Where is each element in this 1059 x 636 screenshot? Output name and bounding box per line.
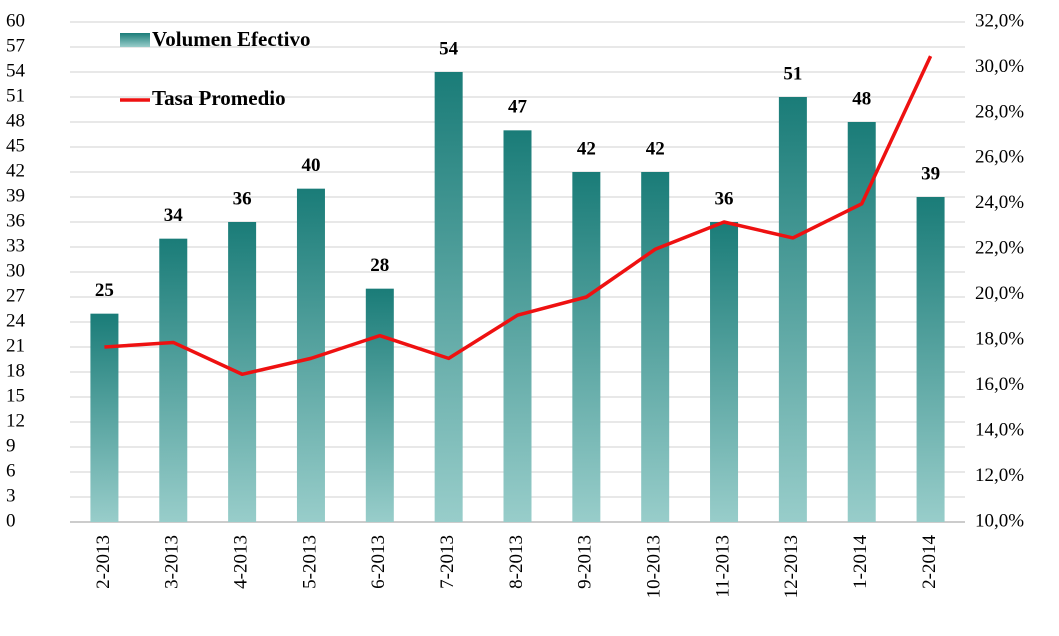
data-label: 51 <box>783 63 802 84</box>
x-tick-label: 8-2013 <box>506 535 527 589</box>
line <box>104 55 933 377</box>
x-tick-label: 9-2013 <box>575 535 596 589</box>
y-tick-label: 21 <box>6 335 25 356</box>
y-tick-label: 3 <box>6 485 16 506</box>
x-tick-label: 4-2013 <box>230 535 251 589</box>
x-tick-label: 1-2014 <box>850 535 871 589</box>
y-tick-label: 27 <box>6 285 25 306</box>
legend-swatch <box>120 33 150 47</box>
bar <box>90 313 119 522</box>
bar <box>503 130 532 523</box>
data-label: 40 <box>301 155 320 176</box>
y2-tick-label: 14,0% <box>975 419 1024 440</box>
legend-label: Tasa Promedio <box>152 86 286 110</box>
data-label: 36 <box>233 188 252 209</box>
y-tick-label: 39 <box>6 185 25 206</box>
bar <box>916 197 945 522</box>
y-tick-label: 15 <box>6 385 25 406</box>
bar <box>778 97 807 522</box>
y2-tick-label: 18,0% <box>975 329 1024 350</box>
y-tick-label: 6 <box>6 460 16 481</box>
y-tick-label: 36 <box>6 210 25 231</box>
y-tick-label: 33 <box>6 235 25 256</box>
data-label: 48 <box>852 88 871 109</box>
y2-tick-label: 26,0% <box>975 147 1024 168</box>
y-tick-label: 24 <box>6 310 26 331</box>
bar <box>710 222 739 522</box>
x-tick-label: 3-2013 <box>162 535 183 589</box>
data-label: 42 <box>646 138 665 159</box>
y-tick-label: 57 <box>6 35 25 56</box>
x-tick-label: 10-2013 <box>644 535 665 598</box>
y2-tick-label: 28,0% <box>975 101 1024 122</box>
data-label: 28 <box>370 255 389 276</box>
x-tick-label: 12-2013 <box>781 535 802 598</box>
data-label: 42 <box>577 138 596 159</box>
y-tick-label: 54 <box>6 60 26 81</box>
data-label: 25 <box>95 280 114 301</box>
data-label: 36 <box>715 188 734 209</box>
y-tick-label: 45 <box>6 135 25 156</box>
legend-label: Volumen Efectivo <box>152 27 310 51</box>
y-tick-label: 9 <box>6 435 16 456</box>
x-tick-label: 2-2013 <box>93 535 114 589</box>
bar <box>434 72 463 522</box>
x-tick-label: 7-2013 <box>437 535 458 589</box>
y-tick-label: 18 <box>6 360 25 381</box>
y2-tick-label: 12,0% <box>975 465 1024 486</box>
x-tick-label: 5-2013 <box>299 535 320 589</box>
y-tick-label: 42 <box>6 160 25 181</box>
y-tick-label: 0 <box>6 510 16 531</box>
y-tick-label: 48 <box>6 110 25 131</box>
y2-tick-label: 24,0% <box>975 192 1024 213</box>
bar <box>572 172 601 522</box>
y2-tick-label: 22,0% <box>975 238 1024 259</box>
data-label: 39 <box>921 163 940 184</box>
bar <box>641 172 670 522</box>
y-tick-label: 30 <box>6 260 25 281</box>
bar <box>365 288 394 522</box>
y2-tick-label: 16,0% <box>975 374 1024 395</box>
x-tick-label: 6-2013 <box>368 535 389 589</box>
y2-tick-label: 30,0% <box>975 56 1024 77</box>
x-tick-label: 2-2014 <box>919 535 940 589</box>
data-label: 47 <box>508 97 528 118</box>
y2-tick-label: 10,0% <box>975 510 1024 531</box>
bar <box>159 238 188 522</box>
y-tick-label: 51 <box>6 85 25 106</box>
data-label: 54 <box>439 38 459 59</box>
y2-tick-label: 20,0% <box>975 283 1024 304</box>
data-label: 34 <box>164 205 184 226</box>
x-tick-label: 11-2013 <box>712 535 733 598</box>
y-tick-label: 12 <box>6 410 25 431</box>
y2-tick-label: 32,0% <box>975 10 1024 31</box>
y-tick-label: 60 <box>6 10 25 31</box>
bar <box>847 122 876 522</box>
